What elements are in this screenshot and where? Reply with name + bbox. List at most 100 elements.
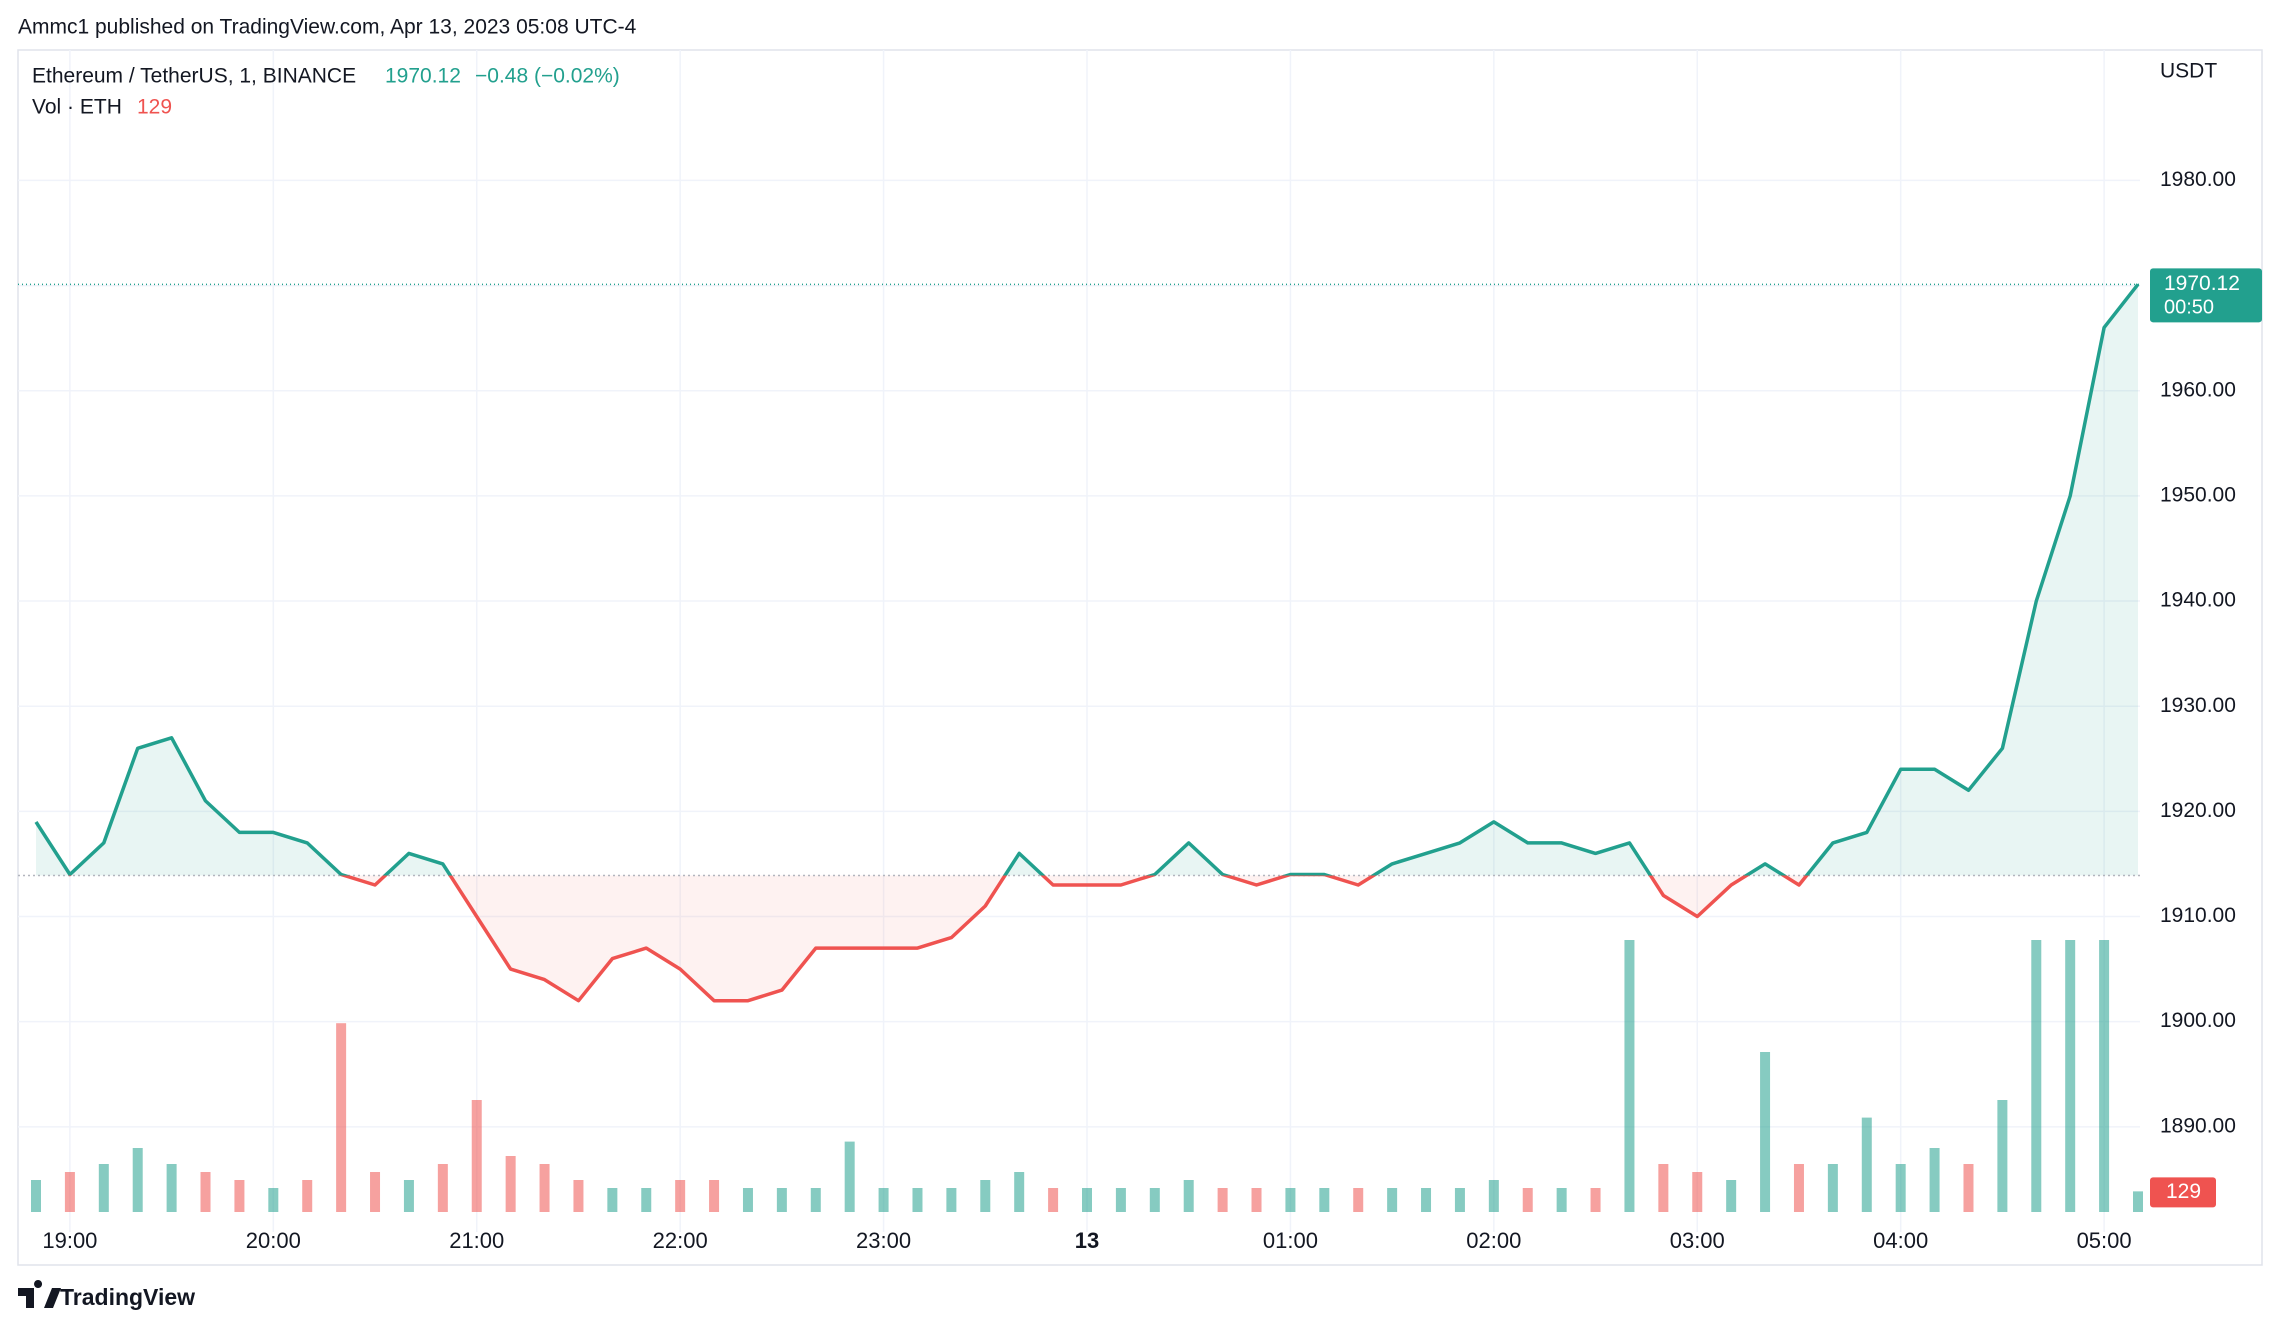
footer-brand: TradingView (60, 1284, 195, 1310)
x-tick-label: 22:00 (653, 1228, 708, 1253)
price-tag-value: 1970.12 (2164, 272, 2240, 295)
volume-tag-value: 129 (2166, 1180, 2201, 1203)
volume-bar (980, 1180, 991, 1212)
volume-bar (1760, 1052, 1771, 1212)
price-tag (2150, 268, 2262, 323)
volume-bar (1217, 1188, 1228, 1212)
publish-header: Ammc1 published on TradingView.com, Apr … (18, 16, 637, 39)
volume-legend: Vol · ETH (32, 96, 122, 119)
volume-bar (1251, 1188, 1262, 1212)
x-tick-label: 19:00 (42, 1228, 97, 1253)
volume-bar (2031, 940, 2042, 1212)
x-tick-label: 13 (1075, 1228, 1099, 1253)
volume-bar (437, 1164, 448, 1212)
volume-bar (1726, 1180, 1737, 1212)
x-tick-label: 21:00 (449, 1228, 504, 1253)
volume-bar (1692, 1172, 1703, 1212)
volume-bar (844, 1141, 855, 1212)
volume-bar (1556, 1188, 1567, 1212)
price-line-down (68, 875, 1809, 1003)
symbol-legend: Ethereum / TetherUS, 1, BINANCE (32, 65, 356, 88)
volume-bar (1997, 1100, 2008, 1212)
volume-bar (2065, 940, 2076, 1212)
volume-bar (709, 1180, 720, 1212)
y-tick-label: 1980.00 (2160, 168, 2236, 191)
y-tick-label: 1910.00 (2160, 904, 2236, 927)
legend-volume: 129 (137, 96, 172, 119)
volume-bar (403, 1180, 414, 1212)
volume-bar (98, 1164, 109, 1212)
volume-bar (1827, 1164, 1838, 1212)
x-tick-label: 05:00 (2077, 1228, 2132, 1253)
volume-bar (539, 1164, 550, 1212)
volume-bar (1963, 1164, 1974, 1212)
volume-bar (336, 1023, 347, 1212)
currency-label: USDT (2160, 60, 2217, 83)
volume-bar (573, 1180, 584, 1212)
tradingview-logo (18, 1280, 61, 1308)
volume-bar (370, 1172, 381, 1212)
y-tick-label: 1960.00 (2160, 378, 2236, 401)
price-line-up (34, 283, 2140, 876)
x-tick-label: 23:00 (856, 1228, 911, 1253)
legend-price: 1970.12 (385, 65, 461, 88)
volume-bar (742, 1188, 753, 1212)
volume-bar (1522, 1188, 1533, 1212)
volume-bar (1387, 1188, 1398, 1212)
volume-bar (1149, 1188, 1160, 1212)
volume-bar (878, 1188, 889, 1212)
volume-bar (505, 1156, 516, 1212)
volume-bar (31, 1180, 41, 1212)
volume-bar (1929, 1148, 1940, 1212)
volume-bar (1115, 1188, 1126, 1212)
volume-bar (1488, 1180, 1499, 1212)
volume-bar (2099, 940, 2110, 1212)
volume-bar (1658, 1164, 1669, 1212)
volume-bar (1421, 1188, 1432, 1212)
y-tick-label: 1900.00 (2160, 1009, 2236, 1032)
chart-frame (17, 49, 2263, 1266)
volume-bar (776, 1188, 787, 1212)
volume-bar (912, 1188, 923, 1212)
volume-bar (1285, 1188, 1296, 1212)
volume-bar (1353, 1188, 1364, 1212)
price-tag-countdown: 00:50 (2164, 297, 2214, 319)
volume-bar (1861, 1117, 1872, 1212)
y-tick-label: 1890.00 (2160, 1114, 2236, 1137)
volume-bar (1895, 1164, 1906, 1212)
volume-bar (1454, 1188, 1465, 1212)
volume-bar (302, 1180, 313, 1212)
y-tick-label: 1950.00 (2160, 483, 2236, 506)
x-tick-label: 02:00 (1466, 1228, 1521, 1253)
volume-bar (607, 1188, 618, 1212)
volume-bar (132, 1148, 143, 1212)
area-up (36, 284, 2138, 876)
volume-bar (1048, 1188, 1059, 1212)
volume-bar (2133, 1191, 2143, 1212)
y-tick-label: 1940.00 (2160, 589, 2236, 612)
volume-bar (268, 1188, 279, 1212)
volume-tag (2150, 1177, 2216, 1208)
volume-bar (1183, 1180, 1194, 1212)
volume-bar (234, 1180, 245, 1212)
y-tick-label: 1920.00 (2160, 799, 2236, 822)
volume-bar (1082, 1188, 1092, 1212)
x-tick-label: 03:00 (1670, 1228, 1725, 1253)
volume-bar (675, 1180, 686, 1212)
volume-bar (1014, 1172, 1025, 1212)
x-tick-label: 20:00 (246, 1228, 301, 1253)
volume-bar (64, 1172, 75, 1212)
x-tick-label: 01:00 (1263, 1228, 1318, 1253)
volume-bar (200, 1172, 211, 1212)
x-tick-label: 04:00 (1873, 1228, 1928, 1253)
y-tick-label: 1930.00 (2160, 694, 2236, 717)
volume-bar (1590, 1188, 1601, 1212)
volume-bar (1319, 1188, 1330, 1212)
volume-bar (471, 1100, 482, 1212)
volume-bar (1624, 940, 1635, 1212)
volume-bar (1793, 1164, 1804, 1212)
volume-bar (810, 1188, 821, 1212)
volume-bar (641, 1188, 652, 1212)
